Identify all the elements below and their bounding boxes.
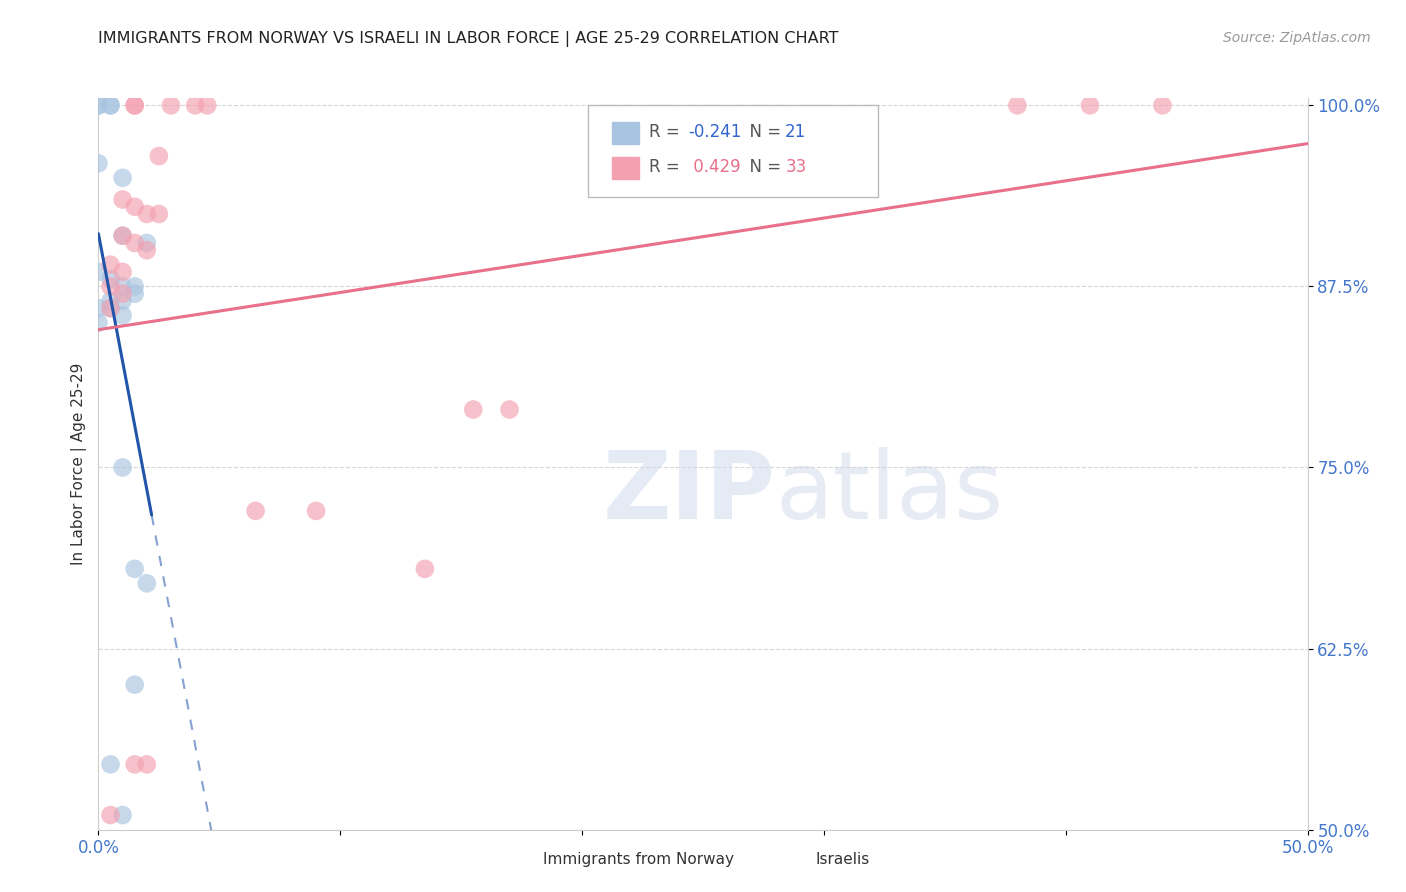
- Point: [100, 301, 122, 315]
- Point: [111, 265, 134, 279]
- Point: [124, 98, 146, 112]
- Point: [100, 98, 122, 112]
- Point: [87, 265, 110, 279]
- FancyBboxPatch shape: [509, 849, 536, 870]
- Point: [111, 279, 134, 293]
- Point: [111, 228, 134, 243]
- Point: [124, 678, 146, 692]
- Text: 33: 33: [785, 158, 807, 176]
- Point: [148, 207, 170, 221]
- Text: R =: R =: [648, 123, 685, 142]
- Text: 21: 21: [785, 123, 807, 142]
- Point: [245, 504, 267, 518]
- Text: N =: N =: [740, 158, 786, 176]
- FancyBboxPatch shape: [612, 157, 638, 178]
- Point: [111, 293, 134, 308]
- Point: [148, 149, 170, 163]
- Point: [111, 460, 134, 475]
- Text: -0.241: -0.241: [689, 123, 742, 142]
- Point: [135, 757, 157, 772]
- Point: [135, 576, 157, 591]
- Point: [111, 170, 134, 185]
- Point: [87, 301, 110, 315]
- Text: Immigrants from Norway: Immigrants from Norway: [543, 852, 734, 867]
- Text: Source: ZipAtlas.com: Source: ZipAtlas.com: [1223, 31, 1371, 45]
- Text: 0.429: 0.429: [689, 158, 741, 176]
- Text: N =: N =: [740, 123, 786, 142]
- Point: [305, 504, 328, 518]
- Point: [100, 258, 122, 272]
- Point: [124, 200, 146, 214]
- Point: [135, 207, 157, 221]
- Y-axis label: In Labor Force | Age 25-29: In Labor Force | Age 25-29: [72, 363, 87, 565]
- Point: [135, 243, 157, 257]
- Point: [100, 808, 122, 822]
- Point: [87, 98, 110, 112]
- Point: [111, 808, 134, 822]
- FancyBboxPatch shape: [612, 122, 638, 145]
- Point: [1078, 98, 1101, 112]
- Point: [111, 193, 134, 207]
- Point: [184, 98, 207, 112]
- Point: [124, 757, 146, 772]
- Point: [100, 272, 122, 286]
- Point: [111, 286, 134, 301]
- Point: [111, 309, 134, 323]
- Point: [87, 316, 110, 330]
- Point: [413, 562, 436, 576]
- Point: [87, 156, 110, 170]
- Point: [100, 98, 122, 112]
- Text: atlas: atlas: [776, 447, 1004, 539]
- Point: [463, 402, 485, 417]
- Point: [111, 228, 134, 243]
- Point: [135, 235, 157, 250]
- Text: R =: R =: [648, 158, 685, 176]
- Point: [1007, 98, 1029, 112]
- Point: [124, 279, 146, 293]
- Point: [1152, 98, 1174, 112]
- FancyBboxPatch shape: [782, 849, 808, 870]
- Point: [124, 235, 146, 250]
- Point: [195, 98, 218, 112]
- FancyBboxPatch shape: [588, 105, 879, 197]
- Point: [124, 562, 146, 576]
- Point: [498, 402, 520, 417]
- Point: [124, 286, 146, 301]
- Text: ZIP: ZIP: [603, 447, 776, 539]
- Point: [100, 279, 122, 293]
- Text: Israelis: Israelis: [815, 852, 870, 867]
- Point: [87, 98, 110, 112]
- Point: [124, 98, 146, 112]
- Point: [160, 98, 183, 112]
- Point: [100, 757, 122, 772]
- Point: [100, 301, 122, 315]
- Point: [100, 293, 122, 308]
- Text: IMMIGRANTS FROM NORWAY VS ISRAELI IN LABOR FORCE | AGE 25-29 CORRELATION CHART: IMMIGRANTS FROM NORWAY VS ISRAELI IN LAB…: [98, 31, 839, 47]
